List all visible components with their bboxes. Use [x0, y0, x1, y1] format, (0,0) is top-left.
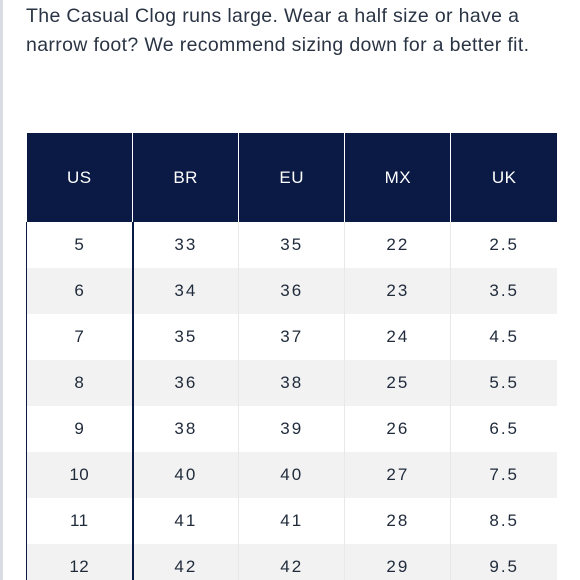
- cell-mx: 29: [344, 544, 451, 580]
- cell-us: 10: [25, 452, 134, 498]
- cell-us: 12: [25, 544, 134, 580]
- cell-uk: 6.5: [450, 406, 557, 452]
- cell-eu: 35: [238, 222, 345, 268]
- cell-eu: 41: [238, 498, 345, 544]
- cell-br: 40: [132, 452, 239, 498]
- cell-br: 42: [132, 544, 239, 580]
- fit-note: The Casual Clog runs large. Wear a half …: [26, 5, 530, 56]
- cell-br: 34: [132, 268, 239, 314]
- cell-br: 36: [132, 360, 239, 406]
- size-chart-table: US BR EU MX UK 5 33 35 22 2.5 6 34 36 23 3.5 7 35 37…: [25, 133, 557, 580]
- table-row: 6 34 36 23 3.5: [25, 268, 557, 314]
- column-header-us: US: [26, 133, 133, 222]
- cell-eu: 36: [238, 268, 345, 314]
- cell-mx: 25: [344, 360, 451, 406]
- table-row: 10 40 40 27 7.5: [25, 452, 557, 498]
- cell-mx: 26: [344, 406, 451, 452]
- cell-eu: 39: [238, 406, 345, 452]
- column-header-mx: MX: [344, 133, 451, 222]
- cell-us: 8: [25, 360, 134, 406]
- column-header-uk: UK: [450, 133, 557, 222]
- cell-mx: 22: [344, 222, 451, 268]
- cell-us: 7: [25, 314, 134, 360]
- cell-mx: 27: [344, 452, 451, 498]
- table-row: 11 41 41 28 8.5: [25, 498, 557, 544]
- cell-uk: 3.5: [450, 268, 557, 314]
- cell-uk: 9.5: [450, 544, 557, 580]
- size-chart-body: 5 33 35 22 2.5 6 34 36 23 3.5 7 35 37 24 4.5 8 36 38 25 5.5…: [25, 222, 557, 580]
- cell-mx: 24: [344, 314, 451, 360]
- left-divider: [0, 0, 3, 580]
- cell-us: 9: [25, 406, 134, 452]
- cell-us: 6: [25, 268, 134, 314]
- cell-uk: 5.5: [450, 360, 557, 406]
- cell-br: 38: [132, 406, 239, 452]
- cell-us: 5: [25, 222, 134, 268]
- cell-mx: 23: [344, 268, 451, 314]
- cell-uk: 7.5: [450, 452, 557, 498]
- cell-br: 41: [132, 498, 239, 544]
- cell-uk: 4.5: [450, 314, 557, 360]
- column-header-eu: EU: [238, 133, 345, 222]
- table-row: 5 33 35 22 2.5: [25, 222, 557, 268]
- cell-br: 33: [132, 222, 239, 268]
- cell-br: 35: [132, 314, 239, 360]
- table-row: 8 36 38 25 5.5: [25, 360, 557, 406]
- table-row: 9 38 39 26 6.5: [25, 406, 557, 452]
- cell-uk: 8.5: [450, 498, 557, 544]
- cell-eu: 42: [238, 544, 345, 580]
- cell-eu: 40: [238, 452, 345, 498]
- cell-mx: 28: [344, 498, 451, 544]
- cell-uk: 2.5: [450, 222, 557, 268]
- size-chart-header-row: US BR EU MX UK: [26, 133, 557, 222]
- cell-eu: 38: [238, 360, 345, 406]
- cell-eu: 37: [238, 314, 345, 360]
- column-header-br: BR: [132, 133, 239, 222]
- cell-us: 11: [25, 498, 134, 544]
- table-row: 12 42 42 29 9.5: [25, 544, 557, 580]
- table-row: 7 35 37 24 4.5: [25, 314, 557, 360]
